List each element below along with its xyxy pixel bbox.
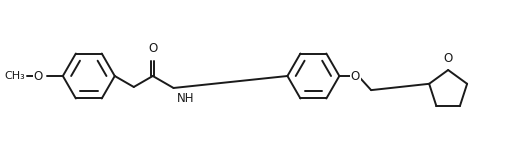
Text: O: O [351,69,360,83]
Text: O: O [148,42,158,55]
Text: O: O [444,52,453,65]
Text: CH₃: CH₃ [4,71,25,81]
Text: NH: NH [176,92,194,105]
Text: O: O [33,69,42,83]
